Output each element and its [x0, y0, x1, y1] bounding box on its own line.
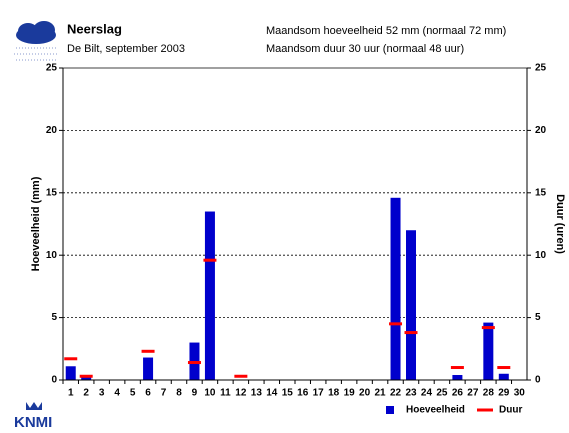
x-tick-label: 1	[68, 388, 74, 399]
x-tick-label: 26	[452, 388, 464, 399]
x-tick-label: 20	[359, 388, 371, 399]
x-tick-label: 15	[282, 388, 294, 399]
bar	[483, 322, 494, 380]
x-tick-label: 9	[192, 388, 198, 399]
x-tick-label: 11	[220, 388, 231, 399]
x-tick-label: 24	[421, 388, 433, 399]
y-tick-label: 15	[46, 187, 58, 198]
x-tick-label: 2	[83, 388, 89, 399]
x-tick-label: 23	[405, 388, 417, 399]
legend-label: Hoeveelheid	[406, 405, 465, 416]
legend-label: Duur	[499, 405, 522, 416]
y2-tick-label: 10	[535, 250, 547, 261]
x-tick-label: 13	[251, 388, 263, 399]
y2-tick-label: 5	[535, 312, 541, 323]
annotation: Maandsom hoeveelheid 52 mm (normaal 72 m…	[266, 25, 506, 37]
y-tick-label: 5	[51, 312, 57, 323]
logo-crown	[26, 402, 42, 410]
x-tick-label: 14	[266, 388, 278, 399]
x-tick-label: 8	[176, 388, 182, 399]
x-tick-label: 19	[344, 388, 356, 399]
x-tick-label: 3	[99, 388, 105, 399]
x-tick-label: 27	[467, 388, 479, 399]
y-tick-label: 10	[46, 250, 58, 261]
bar	[143, 357, 154, 380]
x-tick-label: 16	[297, 388, 309, 399]
logo: KNMI	[14, 414, 52, 431]
legend-swatch	[386, 406, 394, 414]
y-tick-label: 20	[46, 125, 58, 136]
x-tick-label: 25	[436, 388, 448, 399]
x-tick-label: 4	[114, 388, 120, 399]
x-tick-label: 17	[313, 388, 325, 399]
y2-axis-label: Duur (uren)	[554, 194, 566, 254]
bar	[390, 197, 401, 380]
chart-title: Neerslag	[67, 21, 122, 36]
x-tick-label: 5	[130, 388, 136, 399]
y2-tick-label: 0	[535, 375, 541, 386]
y-axis-label: Hoeveelheid (mm)	[30, 176, 42, 271]
x-tick-label: 29	[498, 388, 510, 399]
annotation: Maandsom duur 30 uur (normaal 48 uur)	[266, 43, 464, 55]
x-tick-label: 7	[161, 388, 167, 399]
rain-icon	[14, 21, 58, 61]
x-tick-label: 22	[390, 388, 402, 399]
y-tick-label: 25	[46, 63, 58, 74]
y2-tick-label: 15	[535, 187, 547, 198]
y2-tick-label: 25	[535, 63, 547, 74]
bar	[498, 373, 509, 380]
bar	[452, 375, 463, 380]
bar	[406, 230, 416, 380]
x-tick-label: 12	[235, 388, 247, 399]
y2-tick-label: 20	[535, 125, 547, 136]
x-tick-label: 6	[145, 388, 151, 399]
x-tick-label: 30	[514, 388, 526, 399]
bar	[65, 366, 76, 380]
x-tick-label: 10	[204, 388, 216, 399]
bar	[204, 211, 215, 380]
x-tick-label: 21	[375, 388, 387, 399]
x-tick-label: 28	[483, 388, 495, 399]
x-tick-label: 18	[328, 388, 340, 399]
bar	[81, 376, 92, 380]
chart-subtitle: De Bilt, september 2003	[67, 43, 185, 55]
y-tick-label: 0	[51, 375, 57, 386]
